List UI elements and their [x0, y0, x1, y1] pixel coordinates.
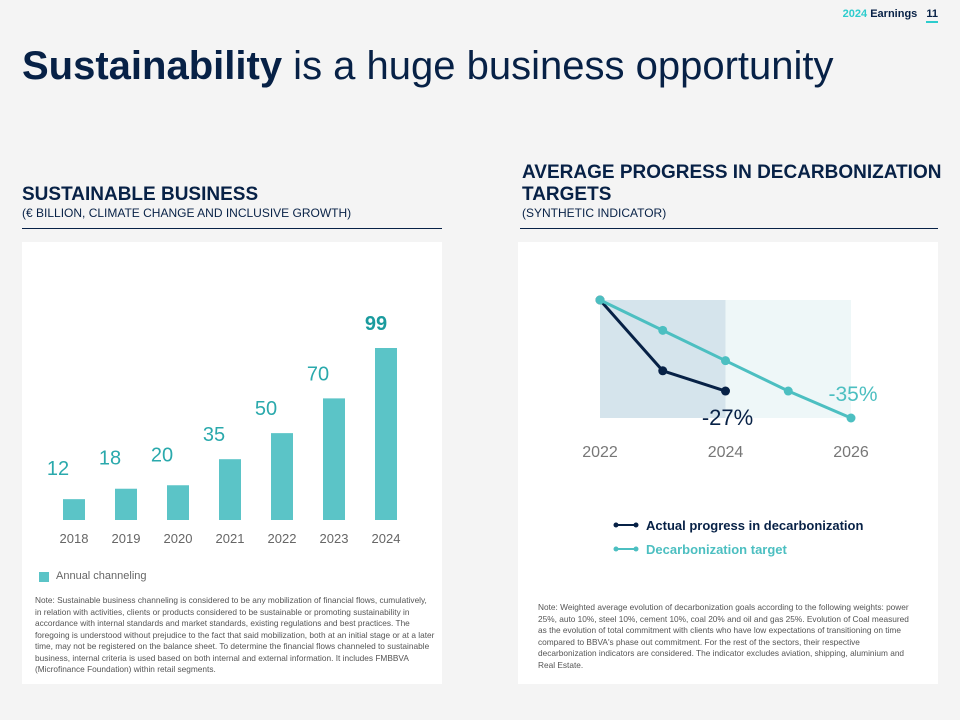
legend-dot-end-1 — [633, 546, 639, 552]
legend-label-0: Actual progress in decarbonization — [646, 518, 863, 533]
bar-2019 — [115, 488, 137, 520]
legend-dot-end-0 — [633, 522, 639, 528]
right-subheading: (SYNTHETIC INDICATOR) — [522, 206, 667, 220]
series-1-point-1 — [658, 325, 668, 335]
legend-label-1: Decarbonization target — [646, 542, 788, 557]
x-tick-2024: 2024 — [372, 531, 401, 546]
shade-past — [600, 300, 726, 418]
x-tick-2026: 2026 — [833, 444, 869, 461]
left-note: Note: Sustainable business channeling is… — [35, 595, 435, 674]
data-label-2020: 20 — [151, 444, 173, 466]
series-1-point-3 — [783, 386, 793, 396]
x-tick-2022: 2022 — [582, 444, 618, 461]
legend-dot-start-0 — [613, 522, 619, 528]
series-1-point-2 — [721, 356, 730, 366]
series-0-point-2 — [721, 386, 730, 396]
series-1-point-0 — [595, 295, 605, 305]
data-label-2021: 35 — [203, 424, 225, 446]
data-label-2018: 12 — [47, 458, 69, 480]
annotation-target-end: -35% — [828, 383, 877, 406]
shade-future — [725, 300, 851, 418]
x-tick-2019: 2019 — [112, 531, 141, 546]
bar-chart: 1220181820192020203520215020227020239920… — [47, 313, 401, 546]
page-title-rest: is a huge business opportunity — [282, 44, 834, 88]
bar-2023 — [323, 398, 345, 520]
data-label-2019: 18 — [99, 448, 121, 470]
series-1-point-4 — [846, 413, 856, 423]
bar-2018 — [63, 499, 85, 520]
header-label: Earnings — [870, 8, 918, 20]
page-number: 11 — [926, 8, 938, 23]
page-title: Sustainability is a huge business opport… — [22, 44, 834, 89]
line-chart: -27% -35% 2022 2024 2026 Actual progress in d… — [582, 295, 878, 557]
left-heading: SUSTAINABLE BUSINESS — [22, 184, 259, 205]
bar-2020 — [167, 485, 189, 520]
page-header-tag: 2024 Earnings 11 — [842, 8, 938, 23]
right-note: Note: Weighted average evolution of deca… — [538, 602, 909, 670]
legend-annual-channeling: Annual channeling — [56, 570, 147, 582]
bar-2021 — [219, 459, 241, 520]
x-tick-2023: 2023 — [320, 531, 349, 546]
series-0-point-1 — [658, 366, 668, 376]
x-tick-2020: 2020 — [164, 531, 193, 546]
annotation-actual-end: -27% — [702, 405, 753, 430]
right-heading: AVERAGE PROGRESS IN DECARBONIZATION TARG… — [522, 162, 941, 206]
page-title-bold: Sustainability — [22, 44, 283, 88]
left-subheading: (€ BILLION, CLIMATE CHANGE AND INCLUSIVE… — [22, 206, 352, 220]
data-label-2023: 70 — [307, 363, 329, 385]
x-tick-2024: 2024 — [708, 444, 744, 461]
data-label-2022: 50 — [255, 398, 277, 420]
x-tick-2021: 2021 — [216, 531, 245, 546]
right-heading-line2: TARGETS — [522, 184, 612, 205]
left-divider — [22, 228, 442, 229]
header-year: 2024 — [842, 8, 868, 20]
legend-dot-start-1 — [613, 546, 619, 552]
bar-2024 — [375, 348, 397, 520]
x-tick-2018: 2018 — [60, 531, 89, 546]
bar-2022 — [271, 433, 293, 520]
legend-swatch-annual — [39, 572, 49, 582]
right-heading-line1: AVERAGE PROGRESS IN DECARBONIZATION — [522, 162, 942, 183]
x-tick-2022: 2022 — [268, 531, 297, 546]
data-label-2024: 99 — [365, 313, 387, 335]
right-divider — [520, 228, 938, 229]
